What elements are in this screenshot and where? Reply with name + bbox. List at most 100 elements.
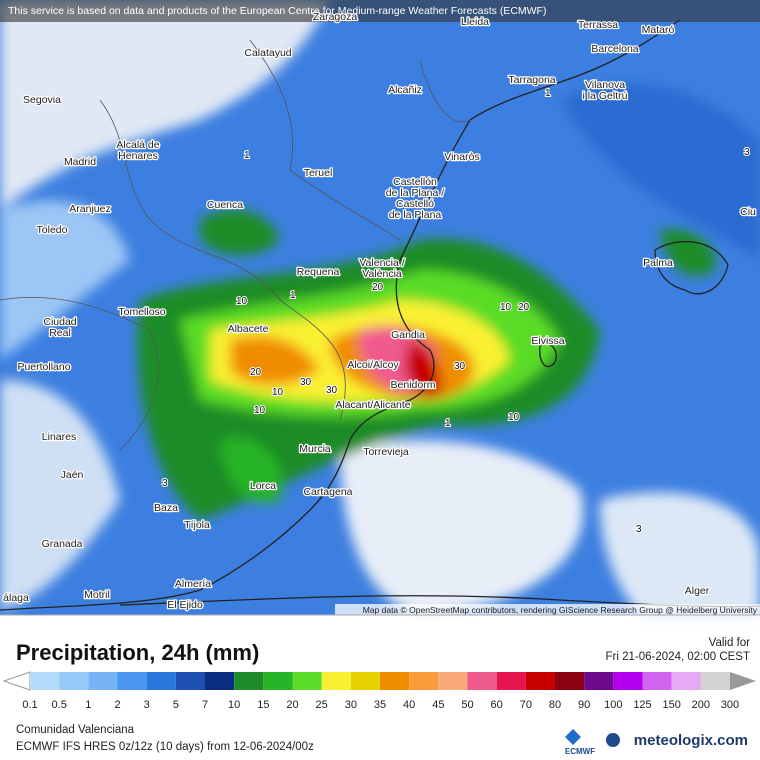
brand: meteologix.com: [634, 732, 748, 749]
city-label: Alacant/Alicante: [335, 399, 410, 411]
city-label: de la Plana /: [386, 187, 444, 199]
city-label: Gandia: [391, 329, 425, 341]
legend-arrow-right: [730, 672, 756, 690]
legend-swatch: [146, 672, 176, 690]
legend-swatch: [350, 672, 380, 690]
city-label: Segovia: [23, 94, 61, 106]
city-label: Requena: [297, 266, 340, 278]
city-label: El Ejido: [167, 599, 203, 611]
legend-swatch: [409, 672, 439, 690]
city-label: Lleida: [461, 16, 489, 28]
city-label: Jaén: [61, 469, 84, 481]
legend: 0.1 0.5 1 2 3 5 7 10 15 20 25 30 35 40 45 50 60 70 80 90 100…: [2, 671, 756, 711]
legend-arrow-left: [2, 671, 31, 691]
contour-label: 10: [500, 302, 512, 313]
footer: Precipitation, 24h (mm) Valid for Fri 21…: [0, 614, 760, 756]
legend-label: 1: [85, 699, 91, 711]
contour-label: 10: [272, 387, 284, 398]
legend-swatch: [613, 672, 643, 690]
city-label: Valencia /: [359, 257, 404, 269]
legend-label: 40: [403, 699, 415, 711]
legend-label: 0.5: [52, 699, 67, 711]
legend-label: 300: [721, 699, 739, 711]
legend-swatch: [88, 672, 118, 690]
contour-labels: 1 1 10 20 30 30 20 10 20 30 10 10 1 3 3 3 1 10: [161, 87, 751, 536]
city-label: Puertollano: [17, 361, 70, 373]
city-label: Almería: [175, 578, 211, 590]
city-label: Tíjola: [184, 519, 210, 531]
region: Comunidad Valenciana: [16, 724, 135, 736]
contour-label: 10: [236, 296, 248, 307]
legend-swatch: [671, 672, 701, 690]
contour-label: 3: [162, 478, 168, 489]
legend-label: 100: [604, 699, 622, 711]
city-label: Vinaròs: [444, 151, 479, 163]
map-credit: Map data © OpenStreetMap contributors, r…: [363, 605, 758, 615]
city-label: Alger: [685, 585, 710, 597]
legend-label: 15: [257, 699, 269, 711]
city-label: de la Plana: [389, 209, 442, 221]
city-label: Ciudad: [43, 316, 76, 328]
contour-label: 3: [744, 147, 750, 158]
city-label: Alcoi/Alcoy: [347, 359, 399, 371]
legend-label: 35: [374, 699, 386, 711]
city-label: Castelló: [396, 198, 434, 210]
legend-swatch: [175, 672, 205, 690]
legend-label: 50: [461, 699, 473, 711]
legend-swatch: [292, 672, 322, 690]
legend-label: 5: [173, 699, 179, 711]
legend-label: 200: [692, 699, 710, 711]
legend-label: 125: [633, 699, 651, 711]
city-label: Alcalá de: [116, 139, 159, 151]
legend-swatch: [496, 672, 526, 690]
city-label: i la Geltrú: [583, 90, 628, 102]
legend-swatch: [380, 672, 410, 690]
legend-swatch: [30, 672, 60, 690]
city-label: Albacete: [228, 323, 269, 335]
city-label: Murcia: [299, 443, 331, 455]
legend-label: 30: [345, 699, 357, 711]
legend-label: 70: [520, 699, 532, 711]
ecmwf-logo: ECMWF: [565, 747, 595, 756]
contour-label: 20: [518, 302, 530, 313]
legend-swatch: [642, 672, 672, 690]
city-label: Palma: [643, 257, 673, 269]
city-label: Eivissa: [531, 335, 564, 347]
contour-label: 10: [254, 405, 266, 416]
contour-label: 1: [244, 150, 250, 161]
contour-label: 30: [454, 361, 466, 372]
contour-label: 10: [508, 412, 520, 423]
map: This service is based on data and produc…: [0, 0, 760, 615]
city-label: Toledo: [37, 224, 68, 236]
city-label: Lorca: [250, 480, 276, 492]
legend-label: 80: [549, 699, 561, 711]
city-label: Linares: [42, 431, 76, 443]
valid-label: Valid for: [709, 637, 751, 649]
contour-label: 20: [250, 367, 262, 378]
legend-label: 90: [578, 699, 590, 711]
city-label: Tomelloso: [118, 306, 165, 318]
city-label: Mataró: [642, 24, 675, 36]
city-label: Henares: [118, 150, 158, 162]
city-label: Vilanova: [585, 79, 625, 91]
legend-label: 150: [662, 699, 680, 711]
city-label: álaga: [3, 592, 29, 604]
legend-label: 20: [286, 699, 298, 711]
city-label: Tarragona: [508, 74, 555, 86]
legend-label: 7: [202, 699, 208, 711]
contour-label: 1: [545, 88, 551, 99]
city-label: Granada: [42, 538, 83, 550]
contour-label: 30: [300, 377, 312, 388]
legend-swatch: [234, 672, 264, 690]
legend-label: 3: [144, 699, 150, 711]
legend-swatch: [117, 672, 147, 690]
legend-swatch: [438, 672, 468, 690]
city-label: Benidorm: [391, 379, 436, 391]
city-label: Torrevieja: [363, 446, 409, 458]
legend-label: 0.1: [22, 699, 37, 711]
legend-label: 25: [316, 699, 328, 711]
legend-label: 2: [114, 699, 120, 711]
city-label: Castellón: [393, 176, 437, 188]
city-label: Aranjuez: [69, 203, 110, 215]
